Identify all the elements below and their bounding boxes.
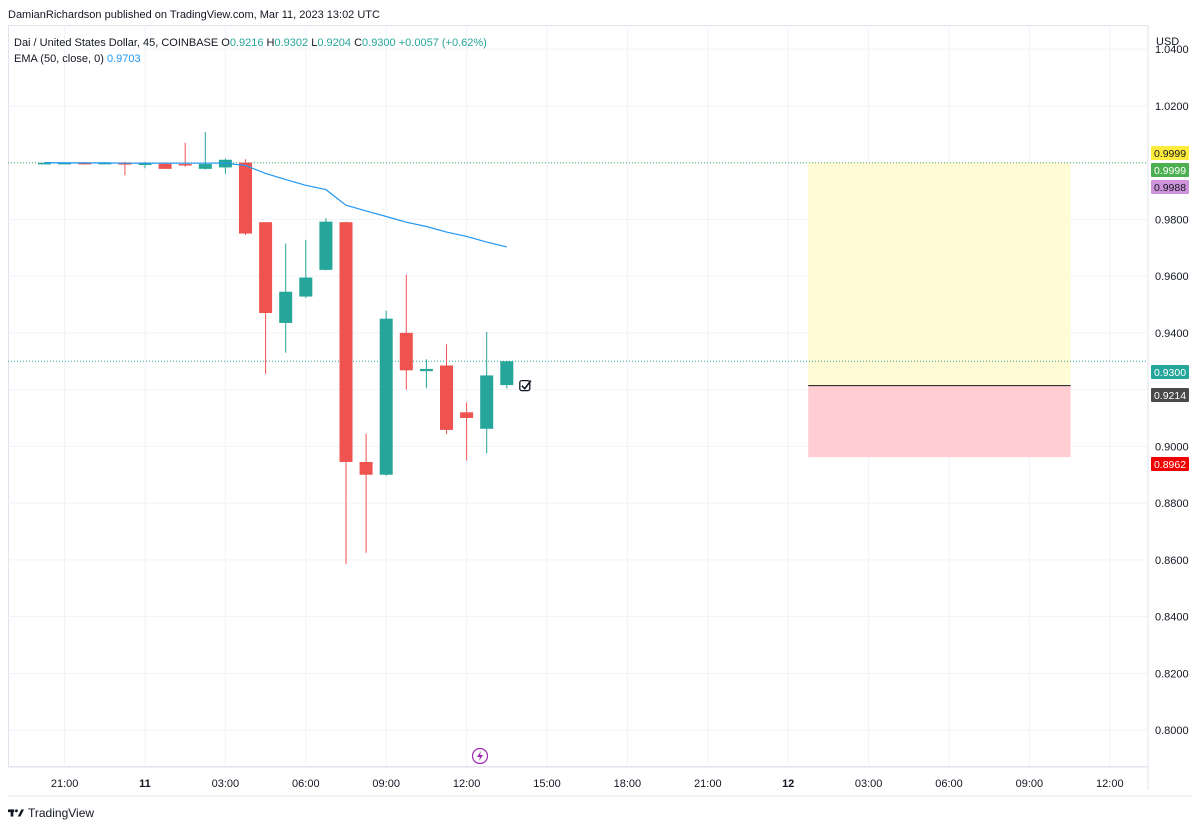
candle-body[interactable] [480,375,494,429]
x-tick-label: 09:00 [1016,778,1044,790]
x-tick-label: 03:00 [212,778,240,790]
x-tick-label: 21:00 [694,778,722,790]
price-badge-label: 0.9988 [1154,182,1186,194]
open-label: O [221,37,230,49]
candle-body[interactable] [339,222,353,462]
brand-name: TradingView [28,806,95,820]
y-tick-label: 0.8200 [1155,668,1189,680]
x-tick-label: 15:00 [533,778,561,790]
price-badge-label: 0.9300 [1154,367,1186,379]
y-tick-label: 1.0400 [1155,44,1189,56]
x-tick-label: 11 [139,778,151,790]
candle-body[interactable] [98,162,112,165]
high-value: 0.9302 [274,37,309,49]
candle-body[interactable] [279,291,293,323]
close-value: 0.9300 [362,37,396,49]
candle-body[interactable] [399,332,413,371]
price-badge-label: 0.9999 [1154,148,1186,160]
x-tick-label: 06:00 [292,778,320,790]
price-badge[interactable] [1151,457,1189,471]
candle-body[interactable] [460,412,474,418]
y-tick-label: 0.9800 [1155,214,1189,226]
low-value: 0.9204 [317,37,351,49]
candle-body[interactable] [78,162,92,165]
ema-legend[interactable]: EMA (50, close, 0) 0.9703 [14,53,141,65]
y-tick-label: 0.8600 [1155,555,1189,567]
candle-body[interactable] [500,361,514,386]
candle-body[interactable] [58,162,72,165]
ema-line[interactable] [44,162,507,248]
stop-zone[interactable] [808,385,1071,458]
candle-body[interactable] [440,365,453,430]
price-badge-label: 0.9999 [1154,165,1186,177]
y-tick-label: 0.8000 [1155,725,1189,737]
x-tick-label: 06:00 [935,778,963,790]
candle-body[interactable] [259,222,273,314]
candle-body[interactable] [38,162,51,165]
close-label: C [354,37,363,49]
price-badge[interactable] [1151,163,1189,177]
price-badge[interactable] [1151,365,1189,379]
x-tick-label: 03:00 [855,778,883,790]
lightning-glyph [477,751,483,761]
x-tick-label: 21:00 [51,778,79,790]
y-tick-label: 0.9400 [1155,328,1189,340]
x-tick-label: 12:00 [453,778,481,790]
x-tick-label: 12:00 [1096,778,1124,790]
ema-label: EMA (50, close, 0) [14,53,104,65]
candle-body[interactable] [239,162,252,234]
footer-brand[interactable]: TradingView [8,806,94,820]
x-tick-label: 18:00 [614,778,642,790]
price-badge-label: 0.8962 [1154,459,1186,471]
high-label: H [266,37,275,49]
candle-body[interactable] [419,368,433,372]
target-zone[interactable] [808,162,1071,386]
checkbox-icon[interactable] [519,379,531,392]
candle-body[interactable] [158,163,172,169]
y-tick-label: 0.9000 [1155,441,1189,453]
y-tick-label: 0.8400 [1155,612,1189,624]
x-tick-label: 12 [782,778,794,790]
price-badge[interactable] [1151,388,1189,402]
candle-body[interactable] [359,461,373,475]
checkmark-icon [521,380,532,390]
tradingview-logo-icon [8,809,24,817]
y-tick-label: 0.8800 [1155,498,1189,510]
publish-credit: DamianRichardson published on TradingVie… [8,9,380,21]
x-tick-label: 09:00 [372,778,400,790]
symbol-title: Dai / United States Dollar, 45, COINBASE [14,37,219,49]
candle-body[interactable] [178,164,192,166]
y-tick-label: 0.9600 [1155,271,1189,283]
symbol-legend[interactable]: Dai / United States Dollar, 45, COINBASE… [14,37,487,49]
candle-body[interactable] [198,164,212,169]
candle-body[interactable] [299,277,313,297]
price-badge[interactable] [1151,180,1189,194]
candle-body[interactable] [379,318,393,475]
low-label: L [311,37,318,49]
candle-body[interactable] [138,163,152,165]
price-badge-label: 0.9214 [1154,390,1186,402]
ema-value: 0.9703 [106,53,141,65]
open-value: 0.9216 [229,37,264,49]
currency-label[interactable]: USD [1156,36,1180,48]
candle-body[interactable] [319,221,333,270]
price-badge[interactable] [1151,146,1189,160]
change-value: +0.0057 (+0.62%) [398,37,487,49]
y-tick-label: 1.0200 [1155,101,1189,113]
